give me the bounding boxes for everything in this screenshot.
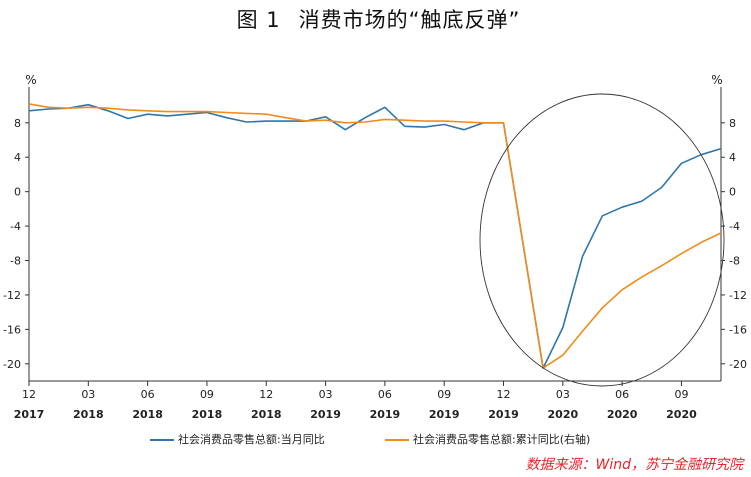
y-left-tick-label: -20: [3, 358, 21, 371]
x-tick-month: 06: [141, 388, 155, 401]
y-right-tick-label: -20: [729, 358, 747, 371]
x-tick-year: 2018: [192, 408, 223, 421]
x-tick-month: 06: [378, 388, 392, 401]
x-tick-month: 03: [319, 388, 333, 401]
y-right-tick-label: -8: [729, 255, 740, 268]
y-right-tick-label: 4: [729, 151, 736, 164]
x-tick-year: 2020: [666, 408, 697, 421]
x-tick-year: 2018: [132, 408, 163, 421]
x-tick-month: 03: [556, 388, 570, 401]
legend-swatch-cumulative: [385, 439, 409, 441]
y-left-tick-label: -4: [10, 220, 21, 233]
x-tick-month: 09: [437, 388, 451, 401]
x-tick-year: 2019: [488, 408, 519, 421]
legend-label-monthly: 社会消费品零售总额:当月同比: [178, 433, 325, 446]
x-tick-year: 2018: [251, 408, 282, 421]
y-left-tick-label: 8: [14, 117, 21, 130]
x-tick-year: 2019: [429, 408, 460, 421]
y-left-tick-label: -16: [3, 323, 21, 336]
x-tick-month: 12: [22, 388, 36, 401]
x-tick-year: 2019: [370, 408, 401, 421]
y-axis-left-unit: %: [25, 73, 36, 87]
y-left-tick-label: -12: [3, 289, 21, 302]
series-line-cumulative: [28, 103, 722, 369]
data-source: 数据来源：Wind，苏宁金融研究院: [525, 457, 744, 473]
y-right-tick-label: 8: [729, 117, 736, 130]
y-left-tick-label: -8: [10, 255, 21, 268]
figure-title: 消费市场的“触底反弹”: [298, 8, 521, 32]
x-tick-month: 12: [497, 388, 511, 401]
legend-label-cumulative: 社会消费品零售总额:累计同比(右轴): [413, 433, 591, 446]
chart-axes: % % 8 4 0 -4 -8 -12 -16 -20 8 4 0 -4 -8 -12 -16 -20 12 2017…: [3, 73, 747, 421]
y-right-tick-label: -4: [729, 220, 740, 233]
x-tick-month: 12: [259, 388, 273, 401]
chart-title: 图 1 消费市场的“触底反弹”: [0, 4, 751, 34]
legend-item-monthly: 社会消费品零售总额:当月同比: [150, 431, 325, 447]
y-right-tick-label: -12: [729, 289, 747, 302]
series-line-monthly: [28, 103, 722, 369]
legend-item-cumulative: 社会消费品零售总额:累计同比(右轴): [385, 431, 590, 447]
y-axis-right-unit: %: [711, 73, 722, 87]
y-right-tick-label: -16: [729, 323, 747, 336]
legend-swatch-monthly: [150, 439, 174, 441]
y-left-tick-label: 4: [14, 151, 21, 164]
x-tick-year: 2017: [14, 408, 45, 421]
chart-series: [28, 103, 722, 369]
x-tick-month: 06: [615, 388, 629, 401]
x-tick-month: 09: [200, 388, 214, 401]
x-tick-year: 2020: [548, 408, 579, 421]
x-tick-year: 2019: [310, 408, 341, 421]
x-tick-month: 03: [81, 388, 95, 401]
chart-annotations: [479, 93, 725, 387]
line-chart: % % 8 4 0 -4 -8 -12 -16 -20 8 4 0 -4 -8 -12 -16 -20 12 2017…: [3, 73, 747, 421]
x-tick-year: 2020: [607, 408, 638, 421]
y-left-tick-label: 0: [14, 186, 21, 199]
highlight-ellipse: [479, 93, 725, 387]
x-tick-year: 2018: [73, 408, 104, 421]
x-tick-month: 09: [674, 388, 688, 401]
figure-number: 图 1: [236, 8, 281, 32]
y-right-tick-label: 0: [729, 186, 736, 199]
